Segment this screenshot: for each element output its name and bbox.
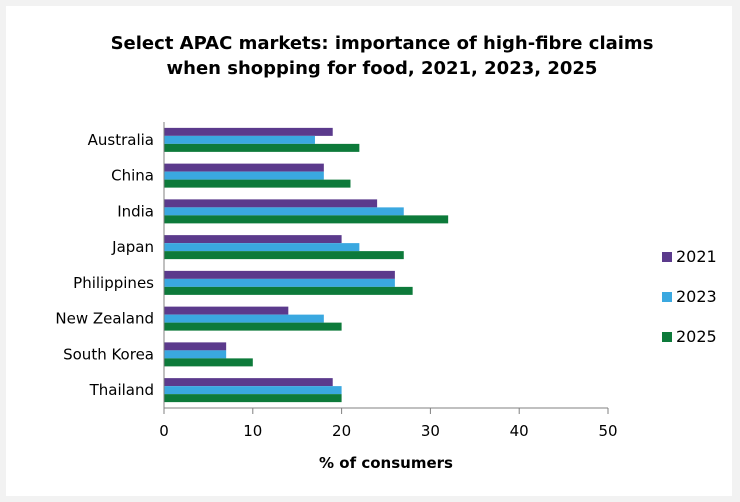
- bar-philippines-2023: [164, 278, 395, 287]
- x-tick-label: 10: [243, 422, 262, 440]
- legend-swatch-2025: [662, 332, 672, 342]
- chart-panel: Select APAC markets: importance of high-…: [6, 6, 732, 496]
- bar-thailand-2023: [164, 386, 342, 395]
- legend-swatch-2021: [662, 252, 672, 262]
- bars-group: [164, 127, 449, 403]
- x-axis-title: % of consumers: [319, 454, 453, 472]
- x-tick-label: 20: [332, 422, 351, 440]
- bar-australia-2023: [164, 135, 315, 144]
- bar-new-zealand-2021: [164, 306, 289, 315]
- bar-thailand-2021: [164, 378, 333, 387]
- bar-south-korea-2023: [164, 350, 227, 359]
- bar-new-zealand-2025: [164, 322, 342, 331]
- x-axis-ticks: 0 10 20 30 40 50: [159, 408, 618, 440]
- bar-india-2023: [164, 207, 404, 216]
- bar-india-2021: [164, 199, 378, 208]
- bar-japan-2023: [164, 243, 360, 252]
- bar-australia-2021: [164, 127, 333, 136]
- bar-india-2025: [164, 215, 449, 224]
- legend: 2021 2023 2025: [662, 247, 717, 346]
- category-label: Japan: [111, 238, 154, 256]
- category-label: India: [117, 202, 154, 220]
- legend-label-2023: 2023: [676, 287, 717, 306]
- bar-china-2025: [164, 179, 351, 188]
- category-label: South Korea: [63, 345, 154, 363]
- bar-china-2021: [164, 163, 324, 172]
- x-tick-label: 0: [159, 422, 169, 440]
- category-label: New Zealand: [55, 310, 154, 328]
- x-tick-label: 40: [510, 422, 529, 440]
- legend-swatch-2023: [662, 292, 672, 302]
- bar-japan-2021: [164, 235, 342, 244]
- chart-title-line-2: when shopping for food, 2021, 2023, 2025: [167, 58, 598, 79]
- category-label: Australia: [88, 131, 154, 149]
- chart-title-line-1: Select APAC markets: importance of high-…: [111, 33, 654, 54]
- category-label: China: [111, 167, 154, 185]
- bar-thailand-2025: [164, 394, 342, 403]
- bar-south-korea-2025: [164, 358, 253, 367]
- category-label: Thailand: [89, 381, 154, 399]
- bar-philippines-2021: [164, 270, 395, 279]
- bar-china-2023: [164, 171, 324, 180]
- category-labels: Australia China India Japan Philippines New Z…: [55, 131, 154, 399]
- bar-chart: Select APAC markets: importance of high-…: [55, 33, 717, 472]
- legend-label-2025: 2025: [676, 327, 717, 346]
- bar-australia-2025: [164, 143, 360, 152]
- x-tick-label: 50: [598, 422, 617, 440]
- bar-philippines-2025: [164, 286, 413, 295]
- bar-new-zealand-2023: [164, 314, 324, 323]
- legend-label-2021: 2021: [676, 247, 717, 266]
- bar-japan-2025: [164, 251, 404, 260]
- x-tick-label: 30: [421, 422, 440, 440]
- category-label: Philippines: [73, 274, 154, 292]
- bar-south-korea-2021: [164, 342, 227, 351]
